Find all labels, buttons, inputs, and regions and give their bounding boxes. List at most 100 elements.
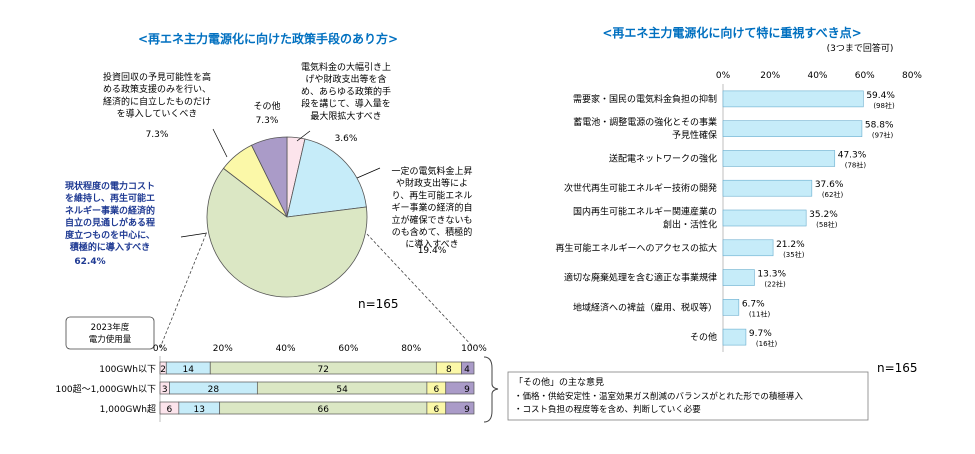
- pie-label-1-line: 立が確保できないも: [391, 214, 472, 226]
- bar: [722, 299, 740, 316]
- stack-segment-label: 9: [464, 385, 470, 395]
- pie-value-0: 3.6%: [335, 134, 358, 144]
- bar-category-label: その他: [690, 331, 717, 343]
- stack-segment-label: 6: [167, 405, 173, 415]
- bar-count-label: (11社): [749, 309, 771, 318]
- bar-count-label: (98社): [873, 101, 895, 110]
- bar-tick-label: 20%: [760, 71, 780, 81]
- pie-label-1-line: に導入すべき: [405, 238, 458, 250]
- pie-value-3: 7.3%: [146, 130, 169, 140]
- bar-value-label: 47.3%: [838, 150, 867, 160]
- stack-category-label: 1,000GWh超: [100, 403, 156, 415]
- pie-label-2-line: を維持し、再生可能エ: [65, 192, 155, 204]
- pie-chart-title: <再エネ主力電源化に向けた政策手段のあり方>: [138, 31, 398, 46]
- bar-category-label: 予見性確保: [672, 129, 717, 141]
- pie-slice-4: [251, 136, 288, 218]
- bar-count-label: (16社): [756, 339, 778, 348]
- bar-value-label: 37.6%: [815, 180, 844, 190]
- notes-line: ・価格・供給安定性・温室効果ガス削減のバランスがとれた形での積極導入: [514, 391, 803, 402]
- bar-category-label: 国内再生可能エネルギー関連産業の: [573, 206, 717, 218]
- bar-value-label: 6.7%: [742, 299, 765, 309]
- pie-label-1-line: り、再生可能エネル: [392, 189, 473, 201]
- bar-count-label: (62社): [822, 190, 844, 199]
- pie-label-2-line: 積極的に導入すべき: [69, 241, 150, 253]
- usage-group-title-line: 電力使用量: [89, 334, 132, 345]
- bar-count-label: (78社): [845, 160, 867, 169]
- pie-label-0-line: 段を講じて、導入量を: [301, 98, 391, 110]
- stack-tick-label: 0%: [153, 344, 168, 354]
- pie-label-3-line: める政策支援のみを行い、: [103, 83, 211, 95]
- stack-segment: [445, 401, 475, 415]
- stack-tick-label: 80%: [401, 344, 421, 354]
- stack-segment-label: 3: [162, 385, 168, 395]
- stack-tick-label: 40%: [276, 344, 296, 354]
- pie-value-1: 19.4%: [418, 246, 447, 256]
- pie-label-2-line: ネルギー事業の経済的: [65, 204, 155, 216]
- stack-tick-label: 60%: [338, 344, 358, 354]
- pie-label-2-line: 現状程度の電力コスト: [65, 180, 155, 192]
- pie-label-3-line: を導入していくべき: [117, 108, 198, 120]
- stack-segment-label: 66: [318, 405, 330, 415]
- bar-count-label: (58社): [816, 220, 838, 229]
- bar-count-label: (22社): [764, 280, 786, 289]
- stack-segment-label: 2: [160, 365, 166, 375]
- stack-segment-label: 72: [318, 365, 329, 375]
- pie-label-0-line: 最大限拡大すべき: [310, 110, 381, 122]
- zoom-line-left: [159, 233, 207, 349]
- bar: [722, 328, 747, 346]
- bar-count-label: (35社): [783, 250, 805, 259]
- stack-segment: [461, 361, 475, 375]
- bar-category-label: 創出・活性化: [663, 219, 717, 231]
- bar-category-label: 地域経済への裨益（雇用、税収等）: [573, 301, 717, 313]
- bar: [722, 120, 863, 137]
- bar-category-label: 蓄電池・調整電源の強化とその事業: [573, 116, 717, 128]
- pie-leader-line: [180, 232, 208, 238]
- pie-label-0-line: げや財政支出等を含: [305, 73, 386, 85]
- usage-group-title-line: 2023年度: [91, 322, 130, 333]
- stack-tick-label: 100%: [461, 344, 487, 354]
- pie-label-2-line: 度立つものを中心に、: [65, 229, 155, 241]
- bar-value-label: 59.4%: [866, 91, 895, 101]
- bar: [722, 239, 774, 257]
- bar-category-label: 適切な廃棄処理を含む適正な事業規律: [564, 272, 717, 284]
- bar-value-label: 35.2%: [809, 210, 838, 220]
- stack-segment-label: 4: [464, 365, 470, 375]
- bar-category-label: 送配電ネットワークの強化: [609, 152, 717, 164]
- pie-leader-line: [212, 128, 228, 158]
- stack-segment-label: 13: [194, 405, 205, 415]
- pie-label-1-line: ギー事業の経済的自: [391, 202, 472, 214]
- zoom-line-right: [366, 233, 475, 349]
- pie-label-1-line: 一定の電気料金上昇: [391, 165, 472, 177]
- notes-box: [507, 371, 869, 421]
- pie-label-3-line: 投資回収の予見可能性を高: [103, 71, 211, 83]
- stack-segment-label: 6: [433, 405, 439, 415]
- bar-chart-title: <再エネ主力電源化に向けて特に重視すべき点>: [602, 25, 861, 40]
- bar-category-label: 再生可能エネルギーへのアクセスの拡大: [555, 242, 717, 254]
- stack-segment: [445, 381, 475, 395]
- bar-category-label: 需要家・国民の電気料金負担の抑制: [573, 93, 717, 105]
- bar: [722, 179, 813, 197]
- bar-count-label: (97社): [872, 131, 894, 140]
- bar: [722, 269, 755, 286]
- pie-label-0-line: 電気料金の大幅引き上: [301, 61, 391, 73]
- pie-n-label: n=165: [358, 297, 399, 311]
- notes-heading: 「その他」の主な意見: [514, 376, 604, 388]
- pie-slice-1: [286, 138, 367, 218]
- stack-segment-label: 9: [464, 405, 470, 415]
- pie-slice-2: [206, 167, 368, 298]
- bar: [722, 150, 836, 167]
- bar-value-label: 13.3%: [757, 270, 786, 280]
- bar-tick-label: 0%: [716, 71, 731, 81]
- bar-tick-label: 40%: [807, 71, 827, 81]
- stack-segment-label: 8: [446, 365, 452, 375]
- bar: [722, 209, 807, 227]
- pie-label-0-line: め、あらゆる政策的手: [301, 85, 391, 97]
- pie-label-3-line: 経済的に自立したものだけ: [103, 95, 211, 107]
- bar-value-label: 9.7%: [749, 329, 772, 339]
- bar-value-label: 58.8%: [865, 121, 894, 131]
- bar-chart-subtitle: (3つまで回答可): [827, 42, 894, 54]
- pie-value-2: 62.4%: [74, 257, 105, 267]
- pie-label-1-line: のも含めて、積極的: [392, 226, 473, 238]
- bar-tick-label: 60%: [855, 71, 875, 81]
